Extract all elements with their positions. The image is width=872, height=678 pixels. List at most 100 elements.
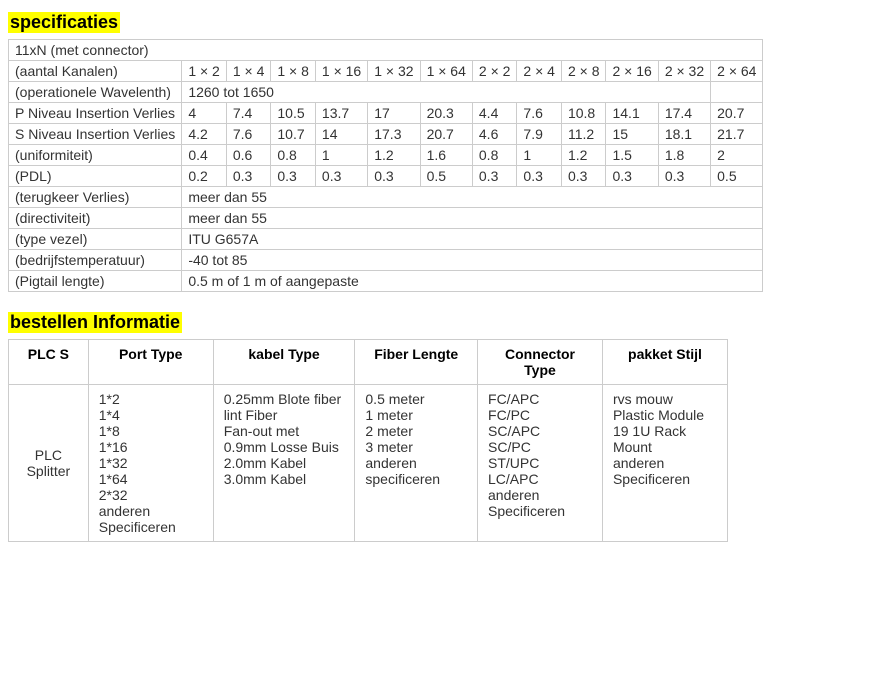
spec-cell: 1.2 [561, 145, 606, 166]
spec-cell: 2 [711, 145, 763, 166]
spec-cell: 14 [315, 124, 367, 145]
spec-column-labels-row: (aantal Kanalen) 1 × 2 1 × 4 1 × 8 1 × 1… [9, 61, 763, 82]
spec-cell: 0.3 [658, 166, 710, 187]
spec-cell: 10.7 [271, 124, 316, 145]
spec-cell: 13.7 [315, 103, 367, 124]
order-cell-pakket: rvs mouw Plastic Module 19 1U Rack Mount… [602, 385, 727, 542]
spec-cell: 0.5 [711, 166, 763, 187]
section-heading-specificaties: specificaties [8, 12, 120, 33]
spec-col-label: 2 × 32 [658, 61, 710, 82]
spec-cell-empty [711, 82, 763, 103]
spec-cell: 1.8 [658, 145, 710, 166]
order-cell-conntype: FC/APC FC/PC SC/APC SC/PC ST/UPC LC/APC … [478, 385, 603, 542]
spec-cell: ITU G657A [182, 229, 763, 250]
spec-col-label: 1 × 64 [420, 61, 472, 82]
spec-cell: 20.7 [711, 103, 763, 124]
spec-cell: 0.3 [226, 166, 271, 187]
spec-col-label: 1 × 2 [182, 61, 227, 82]
spec-row: (type vezel)ITU G657A [9, 229, 763, 250]
spec-cell: 21.7 [711, 124, 763, 145]
spec-row-label: (directiviteit) [9, 208, 182, 229]
spec-cell: 20.3 [420, 103, 472, 124]
spec-cell: 17.4 [658, 103, 710, 124]
spec-row: (bedrijfstemperatuur)-40 tot 85 [9, 250, 763, 271]
order-text: 0.5 meter 1 meter 2 meter 3 meter andere… [365, 391, 440, 487]
spec-cell: 7.6 [517, 103, 562, 124]
order-header-row: PLC S Port Type kabel Type Fiber Lengte … [9, 340, 728, 385]
spec-cell: 10.8 [561, 103, 606, 124]
spec-cell: meer dan 55 [182, 187, 763, 208]
spec-col-label: 1 × 8 [271, 61, 316, 82]
spec-cell: 0.3 [315, 166, 367, 187]
spec-cell: 7.6 [226, 124, 271, 145]
spec-col-label: 2 × 8 [561, 61, 606, 82]
spec-cell: 0.2 [182, 166, 227, 187]
order-text: PLC Splitter [27, 447, 71, 479]
order-col-conntype: Connector Type [478, 340, 603, 385]
spec-cell: 1 [517, 145, 562, 166]
spec-cell: 18.1 [658, 124, 710, 145]
spec-cell: 0.8 [472, 145, 517, 166]
order-col-kabeltype: kabel Type [213, 340, 355, 385]
spec-cell: 0.8 [271, 145, 316, 166]
spec-row: S Niveau Insertion Verlies4.27.610.71417… [9, 124, 763, 145]
spec-cell: 15 [606, 124, 658, 145]
spec-col-label: 1 × 32 [368, 61, 420, 82]
spec-cell: 17.3 [368, 124, 420, 145]
spec-row-label: S Niveau Insertion Verlies [9, 124, 182, 145]
order-row: PLC Splitter 1*2 1*4 1*8 1*16 1*32 1*64 … [9, 385, 728, 542]
spec-row-label: (aantal Kanalen) [9, 61, 182, 82]
spec-row: (terugkeer Verlies)meer dan 55 [9, 187, 763, 208]
spec-cell: 4 [182, 103, 227, 124]
spec-table: 11xN (met connector) (aantal Kanalen) 1 … [8, 39, 763, 292]
spec-cell: 7.4 [226, 103, 271, 124]
spec-cell: 4.4 [472, 103, 517, 124]
spec-row-label: (bedrijfstemperatuur) [9, 250, 182, 271]
spec-col-label: 2 × 64 [711, 61, 763, 82]
spec-cell: 4.6 [472, 124, 517, 145]
order-cell-kabeltype: 0.25mm Blote fiber lint Fiber Fan-out me… [213, 385, 355, 542]
spec-row-label: (terugkeer Verlies) [9, 187, 182, 208]
order-table: PLC S Port Type kabel Type Fiber Lengte … [8, 339, 728, 542]
spec-row-label: (operationele Wavelenth) [9, 82, 182, 103]
order-text: FC/APC FC/PC SC/APC SC/PC ST/UPC LC/APC … [488, 391, 565, 519]
order-cell-plcs: PLC Splitter [9, 385, 89, 542]
order-col-fiberlen: Fiber Lengte [355, 340, 478, 385]
spec-col-label: 2 × 16 [606, 61, 658, 82]
spec-cell: meer dan 55 [182, 208, 763, 229]
spec-cell: 0.3 [606, 166, 658, 187]
spec-cell: 1.2 [368, 145, 420, 166]
spec-cell: 17 [368, 103, 420, 124]
spec-row: (operationele Wavelenth)1260 tot 1650 [9, 82, 763, 103]
order-cell-porttype: 1*2 1*4 1*8 1*16 1*32 1*64 2*32 anderen … [88, 385, 213, 542]
spec-col-label: 2 × 4 [517, 61, 562, 82]
spec-row: (uniformiteit)0.40.60.811.21.60.811.21.5… [9, 145, 763, 166]
spec-row: (directiviteit)meer dan 55 [9, 208, 763, 229]
spec-cell: 0.5 m of 1 m of aangepaste [182, 271, 763, 292]
spec-cell: 0.3 [271, 166, 316, 187]
spec-cell: 0.3 [472, 166, 517, 187]
spec-row: (Pigtail lengte)0.5 m of 1 m of aangepas… [9, 271, 763, 292]
spec-header-row: 11xN (met connector) [9, 40, 763, 61]
spec-col-label: 2 × 2 [472, 61, 517, 82]
order-text: 1*2 1*4 1*8 1*16 1*32 1*64 2*32 anderen … [99, 391, 176, 535]
spec-cell: 4.2 [182, 124, 227, 145]
spec-row-label: (type vezel) [9, 229, 182, 250]
order-cell-fiberlen: 0.5 meter 1 meter 2 meter 3 meter andere… [355, 385, 478, 542]
spec-cell: 20.7 [420, 124, 472, 145]
spec-cell: -40 tot 85 [182, 250, 763, 271]
spec-cell: 7.9 [517, 124, 562, 145]
spec-cell: 1 [315, 145, 367, 166]
section-heading-bestellen: bestellen Informatie [8, 312, 182, 333]
order-col-pakket: pakket Stijl [602, 340, 727, 385]
order-col-porttype: Port Type [88, 340, 213, 385]
spec-cell: 1.6 [420, 145, 472, 166]
spec-row-label: (uniformiteit) [9, 145, 182, 166]
spec-row: (PDL)0.20.30.30.30.30.50.30.30.30.30.30.… [9, 166, 763, 187]
spec-row-label: (Pigtail lengte) [9, 271, 182, 292]
order-text: rvs mouw Plastic Module 19 1U Rack Mount… [613, 391, 704, 487]
spec-cell: 0.3 [368, 166, 420, 187]
spec-cell: 10.5 [271, 103, 316, 124]
spec-cell: 0.4 [182, 145, 227, 166]
spec-cell: 0.3 [517, 166, 562, 187]
